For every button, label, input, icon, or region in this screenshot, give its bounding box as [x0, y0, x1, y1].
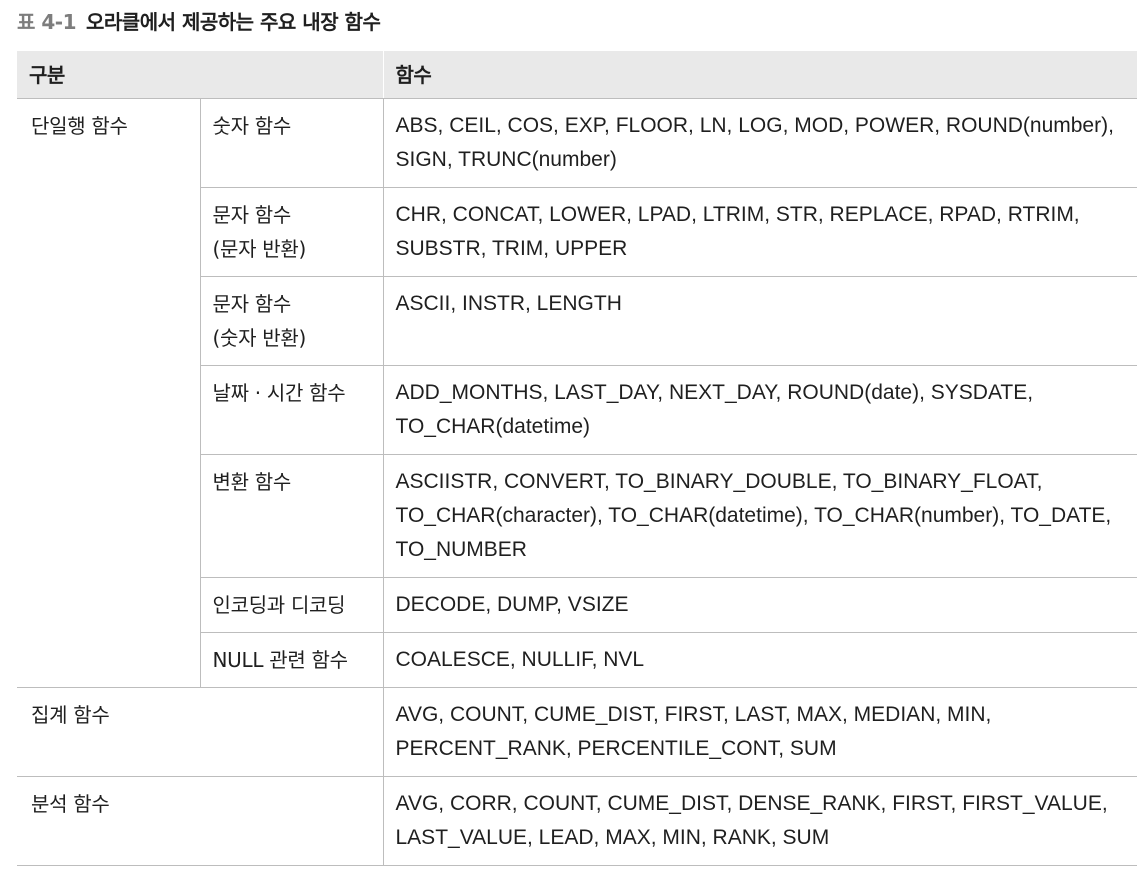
subcategory-cell: 날짜 · 시간 함수: [199, 365, 383, 455]
table-row: NULL 관련 함수 COALESCE, NULLIF, NVL: [17, 632, 1137, 688]
functions-cell: CHR, CONCAT, LOWER, LPAD, LTRIM, STR, RE…: [382, 187, 1137, 277]
table-row: 변환 함수 ASCIISTR, CONVERT, TO_BINARY_DOUBL…: [17, 454, 1137, 578]
builtin-functions-table: 구분 함수 단일행 함수 숫자 함수 ABS, CEIL, COS, EXP, …: [17, 51, 1137, 866]
functions-cell: ABS, CEIL, COS, EXP, FLOOR, LN, LOG, MOD…: [382, 98, 1137, 188]
functions-cell: DECODE, DUMP, VSIZE: [382, 577, 1137, 633]
subcategory-cell: NULL 관련 함수: [199, 632, 383, 688]
category-aggregate: 집계 함수: [17, 687, 383, 777]
subcategory-label: 문자 함수: [212, 203, 292, 227]
table-caption: 표 4-1 오라클에서 제공하는 주요 내장 함수: [17, 6, 381, 35]
category-single-row: 단일행 함수: [17, 98, 200, 688]
table-title: 오라클에서 제공하는 주요 내장 함수: [86, 10, 381, 34]
header-row: 구분 함수: [17, 51, 1137, 99]
functions-cell: ADD_MONTHS, LAST_DAY, NEXT_DAY, ROUND(da…: [382, 365, 1137, 455]
table-row: 분석 함수 AVG, CORR, COUNT, CUME_DIST, DENSE…: [17, 776, 1137, 866]
subcategory-label: 인코딩과 디코딩: [212, 593, 346, 617]
subcategory-cell: 변환 함수: [199, 454, 383, 578]
subcategory-label: 날짜 · 시간 함수: [212, 381, 346, 405]
subcategory-cell: 숫자 함수: [199, 98, 383, 188]
category-analytic: 분석 함수: [17, 776, 383, 866]
subcategory-note: (숫자 반환): [212, 326, 307, 350]
table-row: 집계 함수 AVG, COUNT, CUME_DIST, FIRST, LAST…: [17, 687, 1137, 777]
functions-cell: ASCII, INSTR, LENGTH: [382, 276, 1137, 366]
functions-cell: COALESCE, NULLIF, NVL: [382, 632, 1137, 688]
subcategory-label: 문자 함수: [212, 292, 292, 316]
table-row: 인코딩과 디코딩 DECODE, DUMP, VSIZE: [17, 577, 1137, 633]
table-number: 표 4-1: [17, 10, 77, 34]
subcategory-cell: 인코딩과 디코딩: [199, 577, 383, 633]
table-row: 문자 함수 (숫자 반환) ASCII, INSTR, LENGTH: [17, 276, 1137, 366]
table-row: 날짜 · 시간 함수 ADD_MONTHS, LAST_DAY, NEXT_DA…: [17, 365, 1137, 455]
header-functions: 함수: [382, 51, 1137, 99]
subcategory-cell: 문자 함수 (숫자 반환): [199, 276, 383, 366]
table-row: 문자 함수 (문자 반환) CHR, CONCAT, LOWER, LPAD, L…: [17, 187, 1137, 277]
functions-cell: AVG, CORR, COUNT, CUME_DIST, DENSE_RANK,…: [382, 776, 1137, 866]
functions-cell: AVG, COUNT, CUME_DIST, FIRST, LAST, MAX,…: [382, 687, 1137, 777]
subcategory-label: 변환 함수: [212, 470, 292, 494]
header-category: 구분: [17, 51, 383, 99]
table-row: 단일행 함수 숫자 함수 ABS, CEIL, COS, EXP, FLOOR,…: [17, 98, 1137, 688]
subcategory-cell: 문자 함수 (문자 반환): [199, 187, 383, 277]
functions-cell: ASCIISTR, CONVERT, TO_BINARY_DOUBLE, TO_…: [382, 454, 1137, 578]
subcategory-label: NULL 관련 함수: [212, 648, 349, 672]
subcategory-label: 숫자 함수: [212, 114, 292, 138]
subcategory-note: (문자 반환): [212, 237, 307, 261]
